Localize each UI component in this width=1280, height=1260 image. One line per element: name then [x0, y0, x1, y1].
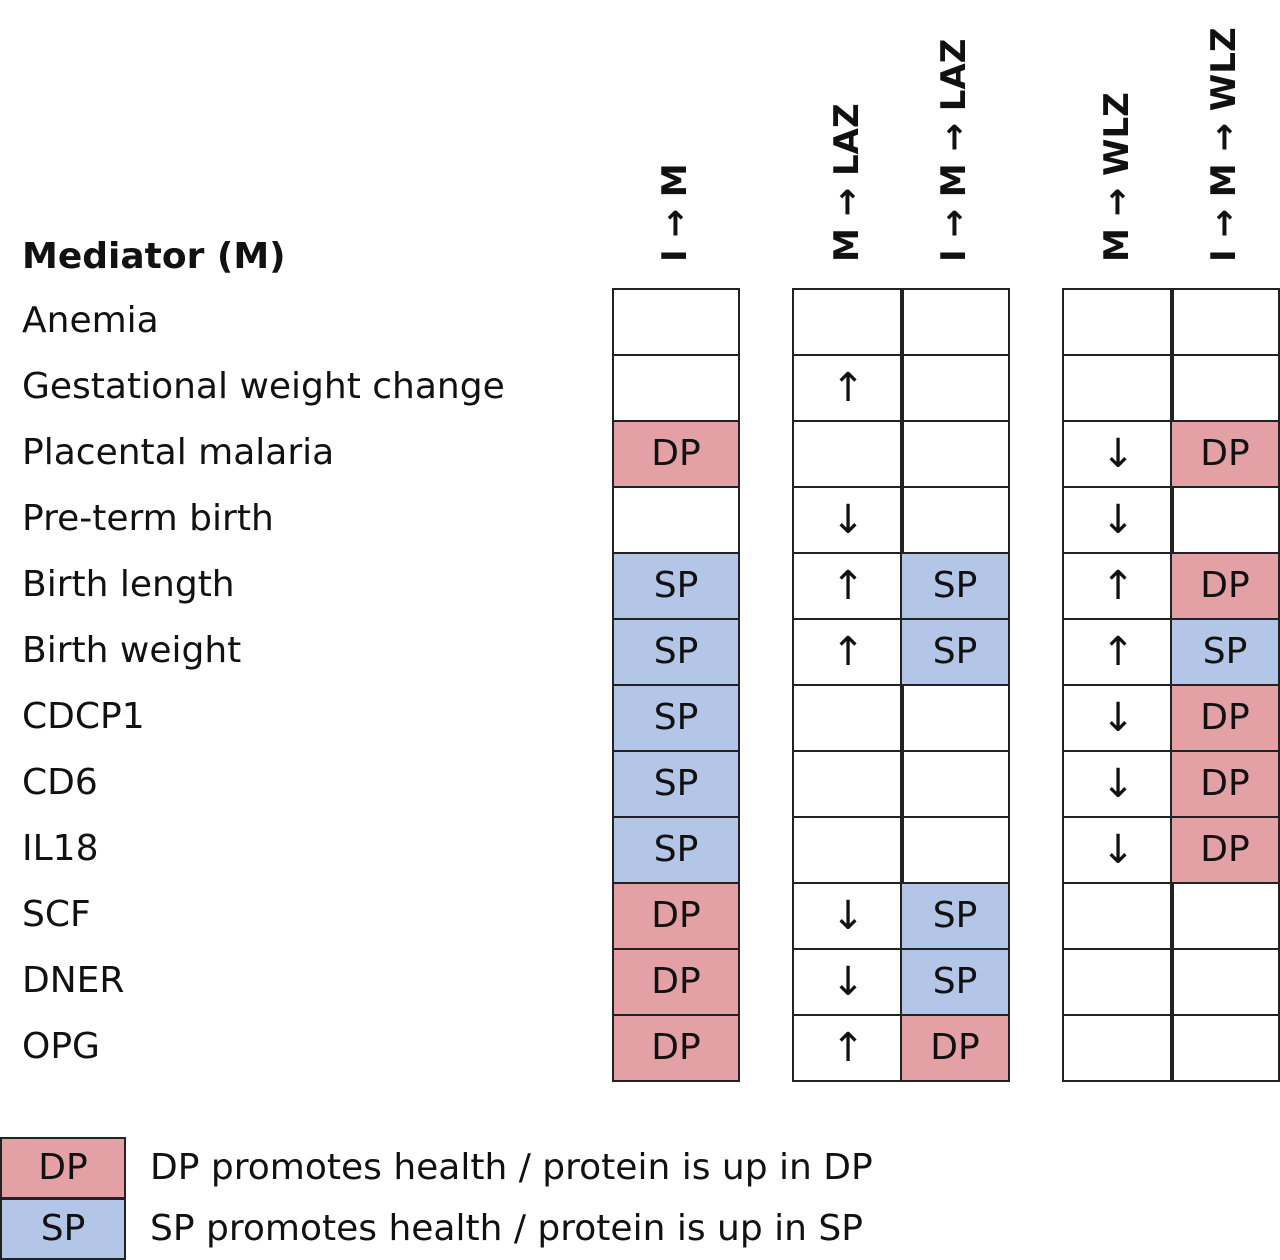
grid-cell — [792, 816, 904, 884]
grid-cell: ↑ — [792, 552, 904, 620]
grid-cell — [1062, 354, 1174, 422]
grid-cell: ↑ — [792, 354, 904, 422]
grid-cell: ↑ — [1062, 552, 1174, 620]
grid-cell — [1062, 882, 1174, 950]
column-header-c3: I → M → LAZ — [934, 38, 974, 262]
grid-cell — [900, 420, 1010, 488]
table-title: Mediator (M) — [22, 236, 286, 277]
row-label: Pre-term birth — [22, 498, 274, 539]
grid-cell — [612, 288, 740, 356]
grid-cell — [1170, 882, 1280, 950]
column-header-c5: I → M → WLZ — [1204, 27, 1244, 262]
grid-cell: SP — [900, 552, 1010, 620]
grid-cell — [900, 486, 1010, 554]
row-label: Anemia — [22, 300, 159, 341]
grid-cell — [1170, 486, 1280, 554]
row-label: Gestational weight change — [22, 366, 505, 407]
grid-cell — [900, 816, 1010, 884]
row-label: CD6 — [22, 762, 98, 803]
grid-cell: DP — [900, 1014, 1010, 1082]
grid-cell: DP — [1170, 750, 1280, 818]
grid-cell — [900, 750, 1010, 818]
grid-cell: DP — [612, 948, 740, 1016]
grid-cell — [900, 288, 1010, 356]
grid-cell — [1170, 948, 1280, 1016]
grid-cell: ↑ — [792, 1014, 904, 1082]
grid-cell: ↓ — [1062, 420, 1174, 488]
grid-cell: DP — [612, 420, 740, 488]
grid-cell: SP — [612, 750, 740, 818]
grid-cell: SP — [900, 948, 1010, 1016]
grid-cell: ↓ — [792, 882, 904, 950]
column-header-c4: M → WLZ — [1097, 92, 1137, 262]
grid-cell: SP — [1170, 618, 1280, 686]
row-label: Birth weight — [22, 630, 242, 671]
grid-cell: SP — [900, 882, 1010, 950]
grid-cell: ↓ — [792, 486, 904, 554]
grid-cell: SP — [612, 816, 740, 884]
grid-cell — [792, 750, 904, 818]
row-label: OPG — [22, 1026, 100, 1067]
grid-cell: DP — [1170, 420, 1280, 488]
grid-cell — [1062, 948, 1174, 1016]
grid-cell — [792, 420, 904, 488]
grid-cell — [1062, 1014, 1174, 1082]
grid-cell: SP — [900, 618, 1010, 686]
legend-text-sp: SP promotes health / protein is up in SP — [150, 1208, 863, 1249]
grid-cell: DP — [1170, 816, 1280, 884]
grid-cell: ↓ — [1062, 816, 1174, 884]
grid-cell — [900, 684, 1010, 752]
row-label: SCF — [22, 894, 91, 935]
grid-cell: ↓ — [1062, 684, 1174, 752]
grid-cell — [792, 288, 904, 356]
grid-cell: ↓ — [1062, 750, 1174, 818]
row-label: DNER — [22, 960, 125, 1001]
grid-cell: ↑ — [1062, 618, 1174, 686]
row-label: IL18 — [22, 828, 99, 869]
column-header-c2: M → LAZ — [827, 103, 867, 262]
grid-cell — [1062, 288, 1174, 356]
grid-cell: ↑ — [792, 618, 904, 686]
grid-cell — [612, 354, 740, 422]
grid-cell: SP — [612, 684, 740, 752]
legend-swatch-sp: SP — [0, 1198, 126, 1260]
legend-swatch-dp: DP — [0, 1137, 126, 1199]
grid-cell — [612, 486, 740, 554]
grid-cell: ↓ — [1062, 486, 1174, 554]
grid-cell: DP — [612, 1014, 740, 1082]
grid-cell: DP — [1170, 684, 1280, 752]
grid-cell: DP — [612, 882, 740, 950]
grid-cell — [1170, 354, 1280, 422]
grid-cell: SP — [612, 552, 740, 620]
row-label: Birth length — [22, 564, 235, 605]
grid-cell: SP — [612, 618, 740, 686]
grid-cell — [1170, 1014, 1280, 1082]
grid-cell: DP — [1170, 552, 1280, 620]
column-header-c1: I → M — [655, 163, 695, 262]
grid-cell: ↓ — [792, 948, 904, 1016]
grid-cell — [1170, 288, 1280, 356]
row-label: Placental malaria — [22, 432, 335, 473]
grid-cell — [792, 684, 904, 752]
row-label: CDCP1 — [22, 696, 145, 737]
legend-text-dp: DP promotes health / protein is up in DP — [150, 1147, 873, 1188]
grid-cell — [900, 354, 1010, 422]
